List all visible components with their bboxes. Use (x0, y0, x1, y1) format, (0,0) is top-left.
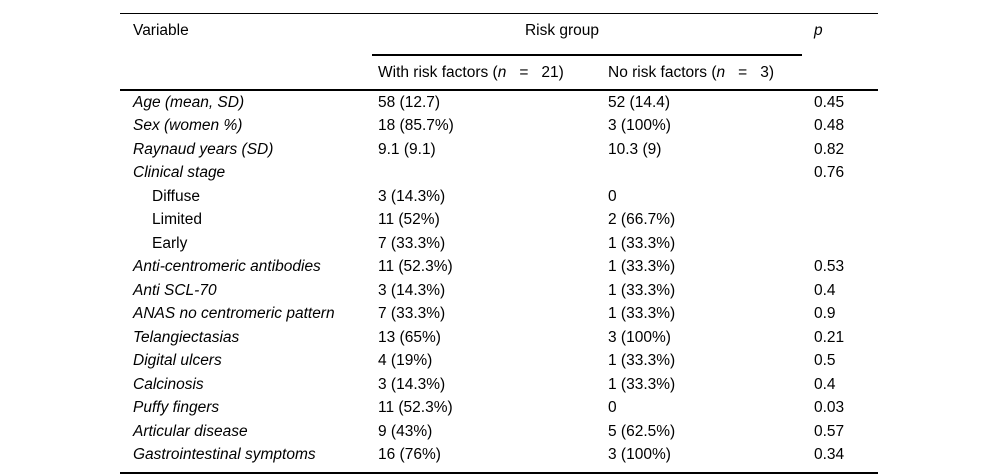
with-risk-value-cell: 9 (43%) (378, 422, 433, 440)
table-row: Calcinosis 3 (14.3%) 1 (33.3%) 0.4 (120, 373, 878, 397)
table-row: Sex (women %) 18 (85.7%) 3 (100%) 0.48 (120, 115, 878, 139)
with-risk-value-cell (372, 162, 602, 186)
table-body: Age (mean, SD) 58 (12.7) 52 (14.4) 0.45 Sex … (120, 90, 878, 473)
with-risk-value-cell: 18 (85.7%) (378, 117, 454, 135)
variable-cell: Early (152, 234, 188, 252)
table-row: Age (mean, SD) 58 (12.7) 52 (14.4) 0.45 (120, 90, 878, 115)
column-header-with-risk-factors: With risk factors (n = 21) (372, 55, 602, 90)
column-header-variable: Variable (133, 22, 189, 39)
with-risk-value-cell: 4 (19%) (378, 352, 433, 370)
table-row: Digital ulcers 4 (19%) 1 (33.3%) 0.5 (120, 350, 878, 374)
table-row: Telangiectasias 13 (65%) 3 (100%) 0.21 (120, 326, 878, 350)
header-row-top: Variable Risk group p (120, 13, 878, 56)
no-risk-value-cell: 1 (33.3%) (608, 234, 676, 252)
no-risk-value-cell: 1 (33.3%) (608, 258, 676, 276)
header-row-sub: With risk factors (n = 21) No risk factors… (120, 55, 878, 90)
variable-cell: Articular disease (133, 422, 248, 440)
no-risk-value-cell: 1 (33.3%) (608, 281, 676, 299)
no-risk-value-cell: 3 (100%) (608, 117, 671, 135)
p-value-cell: 0.4 (814, 375, 836, 393)
no-risk-value-cell: 3 (100%) (608, 446, 671, 464)
table-row: Clinical stage 0.76 (120, 162, 878, 186)
no-risk-value-cell: 5 (62.5%) (608, 422, 676, 440)
column-header-no-risk-factors: No risk factors (n = 3) (602, 55, 802, 90)
with-risk-value-cell: 3 (14.3%) (378, 375, 446, 393)
with-risk-value-cell: 9.1 (9.1) (378, 140, 436, 158)
no-risk-equals-sign: = (738, 63, 748, 81)
with-risk-equals-sign: = (519, 63, 529, 81)
variable-cell: Limited (152, 211, 202, 229)
no-risk-count: 3) (760, 63, 774, 81)
p-value-cell: 0.9 (814, 305, 836, 323)
variable-cell: Telangiectasias (133, 328, 240, 346)
table-header: Variable Risk group p With risk factors … (120, 13, 878, 90)
p-value-cell: 0.82 (814, 140, 845, 158)
table-row: Anti SCL-70 3 (14.3%) 1 (33.3%) 0.4 (120, 279, 878, 303)
no-risk-value-cell: 0 (608, 187, 617, 205)
variable-cell: Diffuse (152, 187, 200, 205)
no-risk-label-text: No risk factors ( (608, 63, 717, 81)
table-row: Diffuse 3 (14.3%) 0 (120, 185, 878, 209)
table-row: Raynaud years (SD) 9.1 (9.1) 10.3 (9) 0.82 (120, 138, 878, 162)
no-risk-value-cell: 0 (608, 399, 617, 417)
p-value-cell: 0.4 (814, 281, 836, 299)
variable-cell: Anti SCL-70 (133, 281, 217, 299)
variable-cell: Calcinosis (133, 375, 204, 393)
with-risk-value-cell: 3 (14.3%) (378, 187, 446, 205)
p-value-cell: 0.76 (814, 164, 845, 182)
with-risk-value-cell: 13 (65%) (378, 328, 441, 346)
table-row: Limited 11 (52%) 2 (66.7%) (120, 209, 878, 233)
with-risk-value-cell: 16 (76%) (378, 446, 441, 464)
p-value-cell: 0.48 (814, 117, 845, 135)
no-risk-n-symbol: n (716, 63, 726, 81)
with-risk-value-cell: 11 (52%) (378, 211, 440, 229)
p-value-cell: 0.34 (814, 446, 845, 464)
variable-cell: ANAS no centromeric pattern (133, 305, 335, 323)
risk-group-table: Variable Risk group p With risk factors … (120, 13, 878, 474)
variable-cell: Anti-centromeric antibodies (133, 258, 321, 276)
p-value-cell: 0.03 (814, 399, 845, 417)
with-risk-count: 21) (541, 63, 564, 81)
no-risk-value-cell: 1 (33.3%) (608, 352, 676, 370)
p-value-cell (802, 209, 878, 233)
p-value-cell (802, 232, 878, 256)
variable-cell: Digital ulcers (133, 352, 222, 370)
p-value-cell: 0.21 (814, 328, 845, 346)
variable-cell: Puffy fingers (133, 399, 220, 417)
no-risk-value-cell: 3 (100%) (608, 328, 671, 346)
p-value-cell: 0.53 (814, 258, 845, 276)
no-risk-value-cell: 52 (14.4) (608, 93, 671, 111)
with-risk-n-symbol: n (497, 63, 507, 81)
table-row: Articular disease 9 (43%) 5 (62.5%) 0.57 (120, 420, 878, 444)
no-risk-value-cell (602, 162, 802, 186)
column-header-risk-group: Risk group (372, 13, 802, 56)
column-header-p: p (814, 22, 823, 39)
with-risk-value-cell: 11 (52.3%) (378, 258, 453, 276)
no-risk-value-cell: 1 (33.3%) (608, 375, 676, 393)
with-risk-label-text: With risk factors ( (378, 63, 498, 81)
p-value-cell: 0.5 (814, 352, 836, 370)
table-row: Gastrointestinal symptoms 16 (76%) 3 (100%… (120, 444, 878, 474)
variable-cell: Gastrointestinal symptoms (133, 446, 316, 464)
variable-cell: Clinical stage (133, 164, 226, 182)
p-value-cell: 0.57 (814, 422, 845, 440)
table-row: ANAS no centromeric pattern 7 (33.3%) 1 (3… (120, 303, 878, 327)
with-risk-value-cell: 7 (33.3%) (378, 234, 446, 252)
with-risk-value-cell: 3 (14.3%) (378, 281, 446, 299)
no-risk-value-cell: 1 (33.3%) (608, 305, 676, 323)
table-row: Anti-centromeric antibodies 11 (52.3%) 1 (… (120, 256, 878, 280)
with-risk-value-cell: 11 (52.3%) (378, 399, 453, 417)
table-row: Puffy fingers 11 (52.3%) 0 0.03 (120, 397, 878, 421)
with-risk-value-cell: 7 (33.3%) (378, 305, 446, 323)
with-risk-value-cell: 58 (12.7) (378, 93, 441, 111)
p-value-cell: 0.45 (814, 93, 845, 111)
table-row: Early 7 (33.3%) 1 (33.3%) (120, 232, 878, 256)
variable-cell: Age (mean, SD) (133, 93, 245, 111)
p-value-cell (802, 185, 878, 209)
no-risk-value-cell: 10.3 (9) (608, 140, 662, 158)
no-risk-value-cell: 2 (66.7%) (608, 211, 676, 229)
variable-cell: Sex (women %) (133, 117, 243, 135)
variable-cell: Raynaud years (SD) (133, 140, 274, 158)
